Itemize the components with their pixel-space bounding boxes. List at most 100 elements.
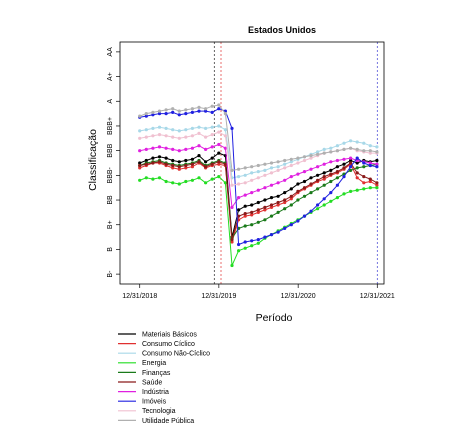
data-point [217,142,221,147]
data-point [283,166,287,170]
data-point [250,178,254,182]
data-point [322,177,326,181]
data-point [335,149,339,153]
y-tick-label: AA [107,47,114,57]
data-point [276,230,280,234]
data-point [190,165,194,169]
data-point [322,175,326,179]
data-point [309,167,313,171]
legend-label: Finanças [142,370,171,377]
data-point [276,181,280,185]
data-point [237,167,241,171]
data-point [269,196,274,200]
data-point [230,168,234,172]
data-point [217,160,221,164]
data-point [250,239,254,243]
data-point [289,157,293,161]
data-point [289,197,293,201]
data-point [316,207,320,211]
data-point [329,168,333,172]
data-point [243,193,247,197]
data-point [316,150,320,154]
data-point [204,126,208,130]
data-point [217,124,221,128]
data-point [144,135,148,139]
data-point [157,160,162,164]
data-point [157,109,162,113]
data-point [177,149,181,153]
data-point [223,162,227,166]
data-point [283,158,287,163]
y-axis-ticks: B- B B+ BB BBB- BBB BBB+ A A+ AA [107,47,120,278]
data-point [210,156,214,160]
data-point [368,151,372,155]
data-point [197,176,201,180]
data-point [355,147,359,151]
y-axis-label: Classificação [87,129,99,191]
data-point [263,198,267,202]
data-point [217,107,221,111]
y-tick-label: A+ [107,72,114,81]
data-point [138,136,142,140]
data-point [210,162,214,166]
data-point [263,218,267,222]
data-point [355,176,359,180]
data-point [269,166,274,170]
data-point [368,186,372,190]
data-point [197,105,201,109]
data-point [190,162,194,166]
data-point [177,165,181,169]
data-point [335,165,339,169]
data-point [151,177,155,181]
data-point [322,171,326,175]
data-point [362,165,366,169]
x-tick-label: 12/31/2018 [122,293,157,300]
data-point [302,186,307,190]
data-point [217,175,221,179]
data-point [368,179,372,184]
data-point [289,223,293,227]
data-point [276,210,280,214]
data-point [263,173,267,177]
data-point [296,161,300,165]
data-point [355,161,359,165]
data-point [250,171,254,175]
data-point [355,140,359,144]
data-point [349,139,353,143]
data-point [322,183,326,187]
data-point [190,134,194,138]
data-point [289,194,293,198]
data-point [296,182,300,186]
data-point [157,176,162,180]
data-point [289,163,293,168]
data-point [151,126,155,130]
data-point [256,238,260,242]
y-tick-label: B [107,247,114,252]
data-point [230,183,234,187]
data-point [316,203,320,207]
data-point [329,146,333,150]
data-point [237,182,241,186]
data-point [342,192,346,196]
data-point [237,175,241,179]
plot-frame [119,41,385,285]
data-point [256,176,260,180]
legend-label: Indústria [142,389,169,396]
data-point [322,203,326,207]
data-point [309,182,313,186]
legend-label: Consumo Não-Cíclico [142,351,210,358]
data-point [309,156,313,160]
data-point [243,181,247,185]
data-point [322,197,326,201]
data-point [217,162,221,166]
data-point [223,112,227,116]
data-point [276,203,280,207]
series-line [139,161,378,240]
data-point [177,167,181,171]
series-3 [138,124,379,180]
legend: Materiais Básicos Consumo Cíclico Consumo … [118,331,210,425]
data-point [335,196,339,200]
y-tick-label: BBB- [107,166,114,183]
data-point [302,170,307,174]
